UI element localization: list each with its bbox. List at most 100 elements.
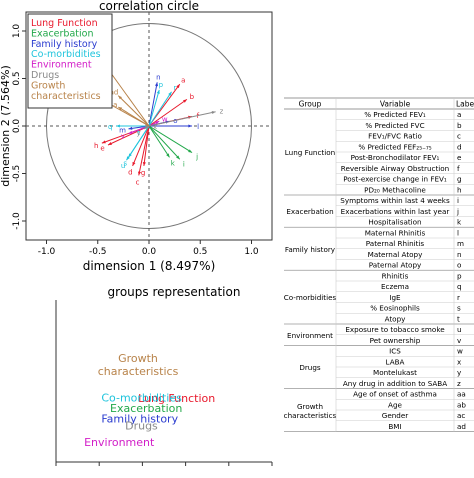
vector-g: [143, 125, 150, 166]
vector-label-b: b: [190, 93, 195, 101]
vector-r: [148, 91, 172, 127]
vector-label-o: o: [173, 117, 177, 125]
vector-arrowhead-g: [142, 162, 146, 166]
vector-label-u: u: [121, 162, 125, 170]
vector-arrowhead-i: [176, 155, 180, 160]
vector-arrowhead-v: [128, 130, 133, 134]
vector-label-h: h: [94, 142, 98, 150]
table-variable: % Predicted FEF₂₅₋₇₅: [358, 142, 431, 151]
table-label: p: [457, 271, 462, 280]
vector-k: [148, 125, 170, 158]
vector-label-v: v: [121, 133, 125, 141]
group-label: Family history: [101, 412, 178, 425]
table-label: j: [456, 207, 459, 216]
y-tick-label: 0.5: [12, 71, 22, 85]
chart-title: groups representation: [108, 285, 241, 299]
group-label: Environment: [84, 436, 155, 449]
table-group: Family history: [285, 245, 336, 254]
x-tick-label: 1.0: [244, 247, 259, 257]
table-label: q: [457, 282, 462, 291]
vector-z: [148, 111, 216, 127]
table-header: Label: [456, 100, 474, 109]
x-axis-label: dimension 1 (8.497%): [83, 259, 216, 273]
vector-arrowhead-n: [154, 82, 159, 87]
table-label: x: [457, 357, 462, 366]
table-label: d: [457, 142, 462, 151]
table-group: Co-morbidities: [284, 293, 337, 302]
table-variable: LABA: [386, 357, 405, 366]
table-variable: Post-exercise change in FEV₁: [343, 175, 447, 184]
table-label: s: [457, 304, 461, 313]
vector-u: [126, 125, 150, 161]
vector-label-t: t: [137, 129, 140, 137]
table-group: Growth: [297, 402, 323, 411]
vector-arrowhead-ad: [118, 95, 122, 100]
table-variable: Paternal Atopy: [369, 261, 422, 270]
table-variable: Paternal Rhinitis: [366, 239, 425, 248]
table-label: t: [457, 314, 460, 323]
vector-arrowhead-l: [188, 124, 193, 128]
table-variable: Maternal Rhinitis: [365, 228, 426, 237]
vector-label-s: s: [123, 159, 127, 167]
table-label: c: [457, 132, 461, 141]
table-group: Exacerbation: [286, 207, 333, 216]
vector-label-z: z: [220, 107, 224, 115]
vector-arrowhead-e: [108, 142, 112, 145]
chart-title: correlation circle: [99, 0, 199, 13]
table-variable: Any drug in addition to SABA: [343, 379, 447, 388]
table-variable: % Predicted FEV₁: [364, 110, 426, 119]
table-label: aa: [457, 390, 466, 399]
vector-arrowhead-r: [168, 91, 172, 96]
table-variable: Maternal Atopy: [368, 250, 423, 259]
table-group: Lung Function: [285, 148, 335, 157]
vector-arrowhead-p: [156, 89, 160, 94]
vector-arrowhead-u: [126, 156, 130, 161]
table-label: m: [457, 239, 464, 248]
vector-arrowhead-h: [101, 140, 106, 144]
table-label: u: [457, 325, 462, 334]
table-label: h: [457, 185, 462, 194]
table-label: z: [457, 379, 461, 388]
vector-arrowhead-w: [155, 121, 160, 125]
vector-e: [107, 125, 150, 146]
vector-label-j: j: [195, 153, 198, 161]
table-variable: Exposure to tobacco smoke: [345, 325, 445, 334]
table-variable: Exacerbations within last year: [341, 207, 450, 216]
table-label: b: [457, 121, 462, 130]
x-tick-label: -0.5: [89, 247, 107, 257]
groups-representation-panel: groups representation Growthcharacteristi…: [55, 285, 273, 466]
group-label-growth: characteristics: [98, 365, 179, 378]
table-label: a: [457, 110, 461, 119]
table-group: Drugs: [299, 363, 321, 372]
vector-label-r: r: [173, 84, 176, 92]
vector-arrowhead-q: [116, 124, 120, 128]
table-variable: Pet ownership: [370, 336, 421, 345]
legend-entry: Co-morbidities: [31, 49, 101, 60]
vector-arrowhead-k: [166, 153, 170, 158]
table-variable: Gender: [382, 411, 409, 420]
table-label: l: [457, 228, 459, 237]
table-variable: ICS: [389, 347, 401, 356]
vector-j: [148, 125, 193, 154]
legend-entry: Environment: [31, 60, 92, 71]
variable-table: Group Variable Label % Predicted FEV₁ a % Pre…: [284, 97, 474, 432]
table-label: o: [457, 261, 461, 270]
table-label: ac: [457, 411, 465, 420]
table-variable: % Eosinophils: [370, 304, 420, 313]
vector-label-k: k: [171, 159, 176, 167]
y-tick-label: 1.0: [12, 24, 22, 39]
table-label: g: [457, 175, 462, 184]
table-group: characteristics: [284, 411, 337, 420]
table-variable: Symptoms within last 4 weeks: [340, 196, 450, 205]
legend-entry: Lung Function: [31, 18, 98, 29]
table-variable: IgE: [389, 293, 401, 302]
table-label: v: [457, 336, 462, 345]
vector-label-p: p: [159, 81, 164, 89]
vector-ad: [117, 95, 150, 127]
table-label: r: [457, 293, 460, 302]
vector-label-i: i: [183, 161, 185, 169]
x-tick-label: 0.5: [193, 247, 207, 257]
vector-label-a: a: [181, 76, 185, 84]
